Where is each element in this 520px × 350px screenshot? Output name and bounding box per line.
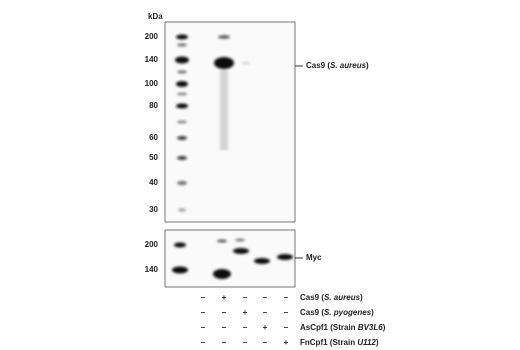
lane-sign: – (243, 338, 248, 347)
lane-sign: – (243, 293, 248, 302)
label-part: BV3L6 (358, 323, 383, 332)
label-part: FnCpf1 (Strain (300, 338, 357, 347)
label-part: Cas9 ( (300, 308, 324, 317)
label-part: S. aureus (324, 293, 361, 302)
blot-lower (164, 229, 296, 288)
lane-sign: – (201, 293, 206, 302)
lane-sign: – (284, 293, 289, 302)
unit-label: kDa (148, 12, 163, 21)
marker-label: 140 (145, 265, 159, 274)
marker-label: 100 (145, 79, 159, 88)
marker-label: 40 (149, 178, 158, 187)
lane-sign: – (284, 308, 289, 317)
marker-label: 140 (145, 55, 159, 64)
marker-label: 200 (145, 240, 159, 249)
lane-sign: – (201, 338, 206, 347)
lane-sign: – (284, 323, 289, 332)
marker-label: 80 (149, 101, 158, 110)
label-part: ) (383, 323, 386, 332)
lane-sign: – (201, 308, 206, 317)
label-part: ) (376, 338, 379, 347)
condition-label: Cas9 (S. aureus) (300, 293, 363, 302)
lane-sign: + (243, 308, 248, 317)
lane-sign: + (263, 323, 268, 332)
lane-sign: – (263, 308, 268, 317)
label-part: U112 (357, 338, 376, 347)
band-label: Cas9 (S. aureus) (306, 61, 369, 70)
lane-sign: + (284, 338, 289, 347)
lane-sign: + (222, 293, 227, 302)
blot-upper (164, 21, 296, 223)
lane-sign: – (263, 293, 268, 302)
label-part: S. pyogenes (324, 308, 372, 317)
condition-label: FnCpf1 (Strain U112) (300, 338, 379, 347)
condition-label: AsCpf1 (Strain BV3L6) (300, 323, 386, 332)
lane-sign: – (263, 338, 268, 347)
lane-sign: – (243, 323, 248, 332)
lane-sign: – (201, 323, 206, 332)
label-part: ) (360, 293, 363, 302)
marker-label: 30 (149, 205, 158, 214)
label-part: Cas9 ( (306, 61, 330, 70)
marker-label: 200 (145, 32, 159, 41)
label-part: AsCpf1 (Strain (300, 323, 358, 332)
marker-label: 50 (149, 153, 158, 162)
lane-sign: – (222, 308, 227, 317)
marker-label: 60 (149, 133, 158, 142)
lane-sign: – (222, 323, 227, 332)
condition-label: Cas9 (S. pyogenes) (300, 308, 374, 317)
band-label: Myc (306, 253, 322, 262)
lane-sign: – (222, 338, 227, 347)
label-part: ) (366, 61, 369, 70)
label-part: S. aureus (330, 61, 367, 70)
label-part: Cas9 ( (300, 293, 324, 302)
label-part: ) (371, 308, 374, 317)
